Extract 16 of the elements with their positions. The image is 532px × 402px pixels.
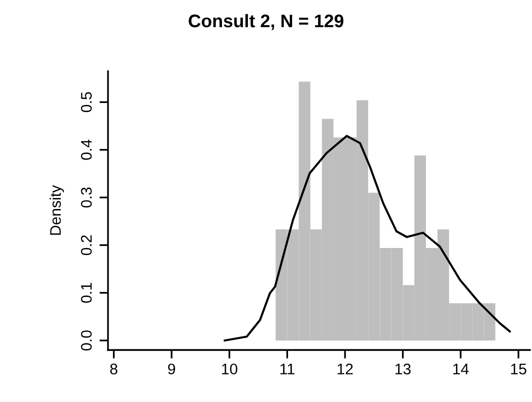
y-tick-label: 0.0 — [80, 330, 92, 350]
x-tick-label: 8 — [110, 364, 118, 374]
x-tick-label: 11 — [280, 364, 294, 374]
y-tick-label: 0.1 — [80, 282, 92, 303]
x-tick-label: 15 — [511, 364, 526, 374]
y-tick-label: 0.3 — [80, 188, 92, 208]
x-tick-label: 10 — [222, 364, 238, 374]
y-tick-label: 0.2 — [80, 235, 92, 256]
x-tick-label: 14 — [453, 364, 469, 374]
x-tick-label: 9 — [168, 364, 176, 374]
y-axis-title: Density — [50, 185, 64, 235]
y-tick-label: 0.5 — [80, 92, 92, 112]
chart-title: Consult 2, N = 129 — [188, 14, 344, 30]
x-tick-label: 13 — [395, 364, 411, 374]
y-tick-label: 0.4 — [80, 140, 92, 160]
x-tick-label: 12 — [338, 364, 353, 374]
